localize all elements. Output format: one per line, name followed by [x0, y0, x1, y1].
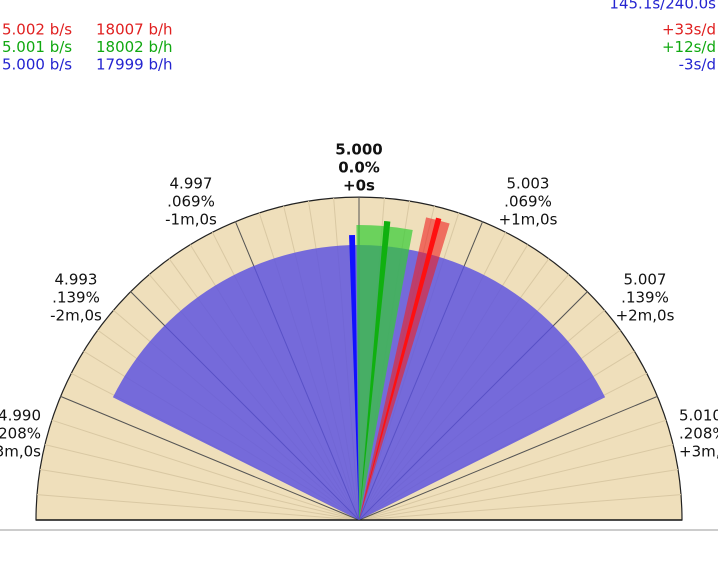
scale-label: 5.000: [335, 141, 382, 159]
scale-label: +3m,0s: [679, 443, 718, 461]
scale-label: .208%: [0, 425, 41, 443]
scale-label: 5.010: [679, 407, 718, 425]
deviation: -3s/d: [679, 56, 716, 74]
rate: 5.001 b/s: [2, 38, 72, 56]
scale-label: -2m,0s: [50, 307, 102, 325]
scale-label: .069%: [167, 193, 215, 211]
scale-label: 5.007: [624, 271, 667, 289]
minor-line: [36, 494, 360, 521]
green-spread: [356, 224, 413, 520]
rate: 5.000 b/s: [2, 56, 72, 74]
minor-line: [358, 419, 667, 521]
progress: 145.1s/240.0s: [609, 0, 716, 13]
blue-needle: [349, 235, 359, 521]
deviation: +33s/d: [662, 21, 716, 39]
scale-label: 5.003: [507, 175, 550, 193]
scale-label: .139%: [621, 289, 669, 307]
scale-label: +0s: [343, 177, 375, 195]
hourly: 18007 b/h: [96, 21, 173, 39]
scale-label: +2m,0s: [616, 307, 675, 325]
scale-label: 4.990: [0, 407, 41, 425]
scale-label: .208%: [679, 425, 718, 443]
red-needle: [359, 217, 442, 520]
scale-label: 4.993: [55, 271, 98, 289]
scale-label: .139%: [52, 289, 100, 307]
rate: 5.002 b/s: [2, 21, 72, 39]
minor-line: [39, 468, 360, 521]
minor-line: [358, 468, 679, 521]
major-line: [60, 395, 360, 521]
scale-label: -1m,0s: [165, 211, 217, 229]
red-spread: [359, 217, 450, 520]
scale-label: .069%: [504, 193, 552, 211]
minor-line: [358, 494, 682, 521]
scale-label: -3m,0s: [0, 443, 41, 461]
minor-line: [51, 419, 360, 521]
scale-label: 4.997: [170, 175, 213, 193]
green-needle: [359, 221, 391, 521]
scale-label: 0.0%: [338, 159, 380, 177]
hourly: 17999 b/h: [96, 56, 173, 74]
minor-line: [358, 444, 674, 521]
scale-label: +1m,0s: [499, 211, 558, 229]
deviation: +12s/d: [662, 38, 716, 56]
major-line: [358, 395, 658, 521]
minor-line: [44, 444, 360, 521]
hourly: 18002 b/h: [96, 38, 173, 56]
